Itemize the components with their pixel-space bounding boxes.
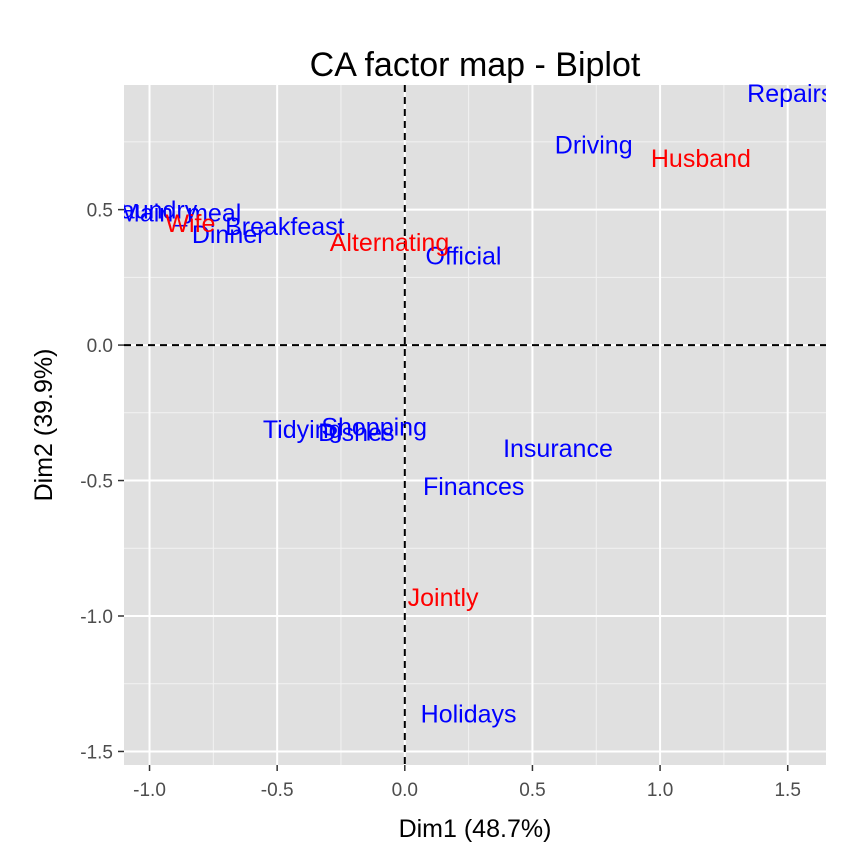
point-label-husband: Husband (651, 145, 751, 173)
point-labels: LaundryMain_mealBreakfeastDinnerTidyingD… (107, 80, 833, 729)
panel-background (124, 85, 826, 765)
reference-lines (124, 85, 826, 765)
x-tick-label: -1.0 (133, 780, 166, 801)
point-label-alternating: Alternating (330, 229, 450, 257)
x-tick-label: -0.5 (261, 780, 294, 801)
y-tick-label: 0.5 (87, 201, 113, 222)
point-label-dinner: Dinner (192, 221, 266, 249)
y-tick-label: -0.5 (80, 472, 113, 493)
x-tick-label: 0.5 (519, 780, 545, 801)
point-label-driving: Driving (555, 132, 633, 160)
x-tick-label: 1.5 (774, 780, 800, 801)
axis-ticks: -1.0 -0.5 0.0 0.5 1.0 1.5 -1.5 -1.0 -0.5 0.0 0.5 (80, 201, 801, 801)
x-axis-label: Dim1 (48.7%) (399, 815, 552, 843)
x-tick-label: 0.0 (392, 780, 418, 801)
point-label-holidays: Holidays (421, 701, 517, 729)
y-tick-label: 0.0 (87, 336, 113, 357)
point-label-wife: Wife (165, 210, 215, 238)
label-group: LaundryMain_mealBreakfeastDinnerTidyingD… (107, 80, 833, 729)
point-label-laundry: Laundry (107, 197, 198, 225)
y-tick-label: -1.0 (80, 607, 113, 628)
point-label-breakfeast: Breakfeast (225, 213, 345, 241)
point-label-dishes: Dishes (318, 419, 394, 447)
point-label-repairs: Repairs (747, 80, 833, 108)
point-label-insurance: Insurance (503, 435, 613, 463)
point-label-jointly: Jointly (408, 584, 479, 612)
chart-title: CA factor map - Biplot (310, 46, 641, 84)
y-axis-label: Dim2 (39.9%) (30, 349, 58, 502)
point-label-main-meal: Main_meal (119, 199, 241, 227)
point-label-finances: Finances (423, 473, 524, 501)
point-label-tidying: Tidying (263, 416, 343, 444)
x-tick-label: 1.0 (647, 780, 673, 801)
plot-panel (124, 85, 826, 765)
point-label-official: Official (426, 243, 502, 271)
y-tick-label: -1.5 (80, 742, 113, 763)
point-label-shopping: Shopping (321, 413, 427, 441)
